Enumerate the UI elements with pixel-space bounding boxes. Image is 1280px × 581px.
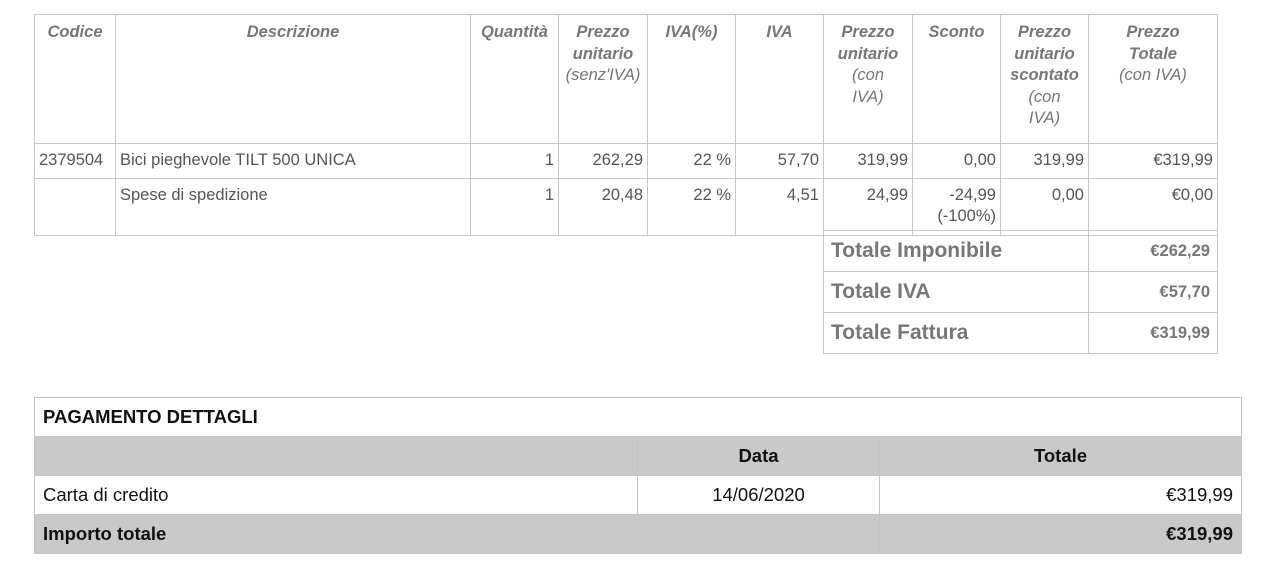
cell-quantita: 1 [470,178,559,236]
header-text: Totale [1129,44,1177,63]
payment-title-row: PAGAMENTO DETTAGLI [33,397,1243,437]
cell-prezzo-con-iva: 319,99 [823,143,913,179]
header-text: unitario [1014,44,1075,63]
cell-iva-perc: 22 % [647,143,736,179]
sconto-percent: (-100%) [937,207,996,225]
cell-iva: 57,70 [735,143,824,179]
payment-total-row: Importo totale €319,99 [34,514,1243,554]
totale-imponibile-value: €262,29 [1088,230,1218,272]
cell-prezzo-scontato: 319,99 [1000,143,1089,179]
cell-prezzo-unitario: 20,48 [558,178,648,236]
header-sconto: Sconto [912,14,1001,144]
header-prezzo-con-iva: Prezzo unitario (con IVA) [823,14,913,144]
items-table: Codice Descrizione Quantità Prezzo unita… [34,14,1218,236]
payment-header-data: Data [637,436,880,476]
totale-iva-value: €57,70 [1088,271,1218,313]
table-row: 2379504 Bici pieghevole TILT 500 UNICA 1… [34,143,1218,179]
payment-header-empty [34,436,638,476]
header-prezzo-unitario: Prezzo unitario (senz'IVA) [558,14,648,144]
payment-table: PAGAMENTO DETTAGLI Data Totale Carta di … [33,397,1243,554]
cell-sconto: -24,99 (-100%) [912,178,1001,236]
cell-prezzo-totale: €319,99 [1088,143,1218,179]
header-subtext: (con [851,66,885,84]
header-prezzo-scontato: Prezzo unitario scontato (con IVA) [1000,14,1089,144]
payment-date: 14/06/2020 [637,475,880,515]
header-subtext: (senz'IVA) [565,66,641,84]
payment-row: Carta di credito 14/06/2020 €319,99 [34,475,1243,515]
header-descrizione: Descrizione [115,14,471,144]
cell-codice [34,178,116,236]
totale-iva-label: Totale IVA [823,271,1089,313]
totale-fattura-value: €319,99 [1088,312,1218,354]
cell-prezzo-unitario: 262,29 [558,143,648,179]
header-subtext: (con [1028,87,1061,106]
header-codice: Codice [34,14,116,144]
payment-header-row: Data Totale [34,436,1243,476]
totale-imponibile-label: Totale Imponibile [823,230,1089,272]
cell-prezzo-con-iva: 24,99 [823,178,913,236]
header-iva: IVA [735,14,824,144]
header-text: Prezzo [841,23,895,41]
payment-amount: €319,99 [878,475,1243,515]
cell-descrizione: Bici pieghevole TILT 500 UNICA [115,143,471,179]
header-prezzo-totale: Prezzo Totale (con IVA) [1088,14,1218,144]
header-text: unitario [572,44,634,63]
cell-descrizione: Spese di spedizione [115,178,471,236]
payment-method: Carta di credito [34,475,638,515]
payment-title: PAGAMENTO DETTAGLI [33,397,1243,437]
cell-iva-perc: 22 % [647,178,736,236]
cell-prezzo-totale: €0,00 [1088,178,1218,236]
payment-header-totale: Totale [878,436,1243,476]
header-subtext: (con IVA) [1119,66,1187,84]
sconto-value: -24,99 [949,186,996,204]
totals-row: Totale Fattura €319,99 [823,312,1218,354]
importo-totale-value: €319,99 [878,514,1243,554]
header-subtext: IVA) [1028,109,1061,127]
cell-prezzo-scontato: 0,00 [1000,178,1089,236]
cell-quantita: 1 [470,143,559,179]
header-subtext: IVA) [852,87,884,106]
items-header-row: Codice Descrizione Quantità Prezzo unita… [34,14,1218,144]
importo-totale-label: Importo totale [34,514,880,554]
totals-row: Totale Imponibile €262,29 [823,230,1218,272]
totals-table: Totale Imponibile €262,29 Totale IVA €57… [823,230,1218,354]
header-text: Prezzo [576,23,630,41]
cell-codice: 2379504 [34,143,116,179]
header-text: unitario [837,44,899,63]
totals-row: Totale IVA €57,70 [823,271,1218,313]
header-text: Prezzo [1126,23,1180,41]
header-iva-perc: IVA(%) [647,14,736,144]
totale-fattura-label: Totale Fattura [823,312,1089,354]
cell-iva: 4,51 [735,178,824,236]
header-text: Prezzo [1017,23,1072,41]
header-text: scontato [1010,66,1079,84]
header-quantita: Quantità [470,14,559,144]
table-row: Spese di spedizione 1 20,48 22 % 4,51 24… [34,178,1218,236]
cell-sconto: 0,00 [912,143,1001,179]
